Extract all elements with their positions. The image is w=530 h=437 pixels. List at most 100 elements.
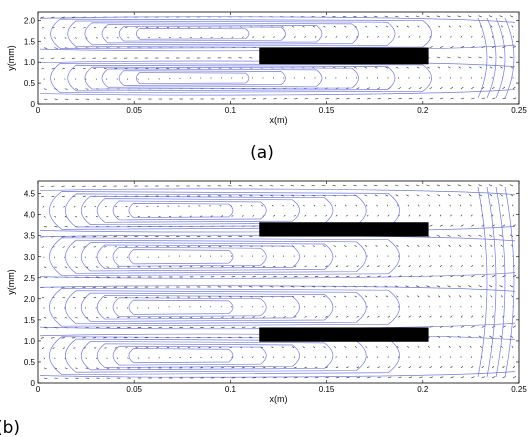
velocity-vector xyxy=(51,16,55,18)
velocity-vector xyxy=(344,346,347,348)
velocity-vector xyxy=(84,205,86,208)
velocity-vector xyxy=(335,366,339,369)
velocity-vector xyxy=(489,234,493,237)
velocity-vector xyxy=(387,265,390,268)
velocity-vector xyxy=(397,204,399,207)
velocity-vector xyxy=(51,185,55,187)
velocity-vector xyxy=(366,87,370,90)
velocity-vector xyxy=(283,316,287,318)
velocity-vector xyxy=(252,367,256,369)
streamline xyxy=(486,186,497,378)
velocity-vector xyxy=(262,276,267,278)
velocity-vector xyxy=(387,214,390,217)
streamline xyxy=(101,68,323,88)
velocity-vector xyxy=(450,35,452,38)
velocity-vector xyxy=(43,98,48,100)
velocity-vector xyxy=(345,204,347,207)
velocity-vector xyxy=(54,37,57,39)
velocity-vector xyxy=(450,224,454,227)
velocity-vector xyxy=(396,345,399,348)
velocity-vector xyxy=(333,245,336,247)
velocity-vector xyxy=(51,67,55,70)
streamline xyxy=(84,22,359,46)
velocity-vector xyxy=(356,265,359,268)
velocity-vector xyxy=(62,246,65,248)
velocity-vector xyxy=(405,15,409,18)
streamline xyxy=(495,17,506,99)
velocity-vector xyxy=(436,234,441,237)
velocity-vector xyxy=(62,67,65,70)
velocity-vector xyxy=(491,35,494,38)
velocity-vector xyxy=(447,56,451,59)
velocity-vector xyxy=(314,275,319,278)
velocity-vector xyxy=(54,317,57,319)
velocity-vector xyxy=(106,216,109,218)
velocity-vector xyxy=(210,215,213,217)
velocity-vector xyxy=(323,25,326,28)
x-tick-label: 0.25 xyxy=(511,106,527,115)
velocity-vector xyxy=(41,296,45,299)
obstacle-block xyxy=(259,222,429,237)
flow-layer xyxy=(39,15,517,100)
velocity-vector xyxy=(499,184,503,187)
velocity-vector xyxy=(375,346,378,348)
velocity-vector xyxy=(116,357,119,359)
velocity-vector xyxy=(396,295,399,298)
velocity-vector xyxy=(429,265,432,268)
y-tick-label: 0 xyxy=(31,379,36,388)
velocity-vector xyxy=(71,337,76,339)
velocity-vector xyxy=(439,35,442,38)
velocity-vector xyxy=(346,376,350,379)
velocity-vector xyxy=(447,194,451,197)
y-tick-label: 0.5 xyxy=(24,358,36,367)
velocity-vector xyxy=(471,315,474,318)
velocity-vector xyxy=(408,35,411,38)
velocity-vector xyxy=(509,56,514,59)
velocity-vector xyxy=(395,15,399,18)
velocity-vector xyxy=(342,15,347,18)
velocity-vector xyxy=(489,285,493,288)
velocity-vector xyxy=(283,366,287,369)
y-tick-label: 1.5 xyxy=(24,316,36,325)
velocity-vector xyxy=(481,275,485,278)
velocity-vector xyxy=(346,214,348,217)
velocity-vector xyxy=(377,376,381,379)
velocity-vector xyxy=(438,345,441,348)
velocity-vector xyxy=(460,275,465,278)
streamline xyxy=(112,345,267,366)
velocity-vector xyxy=(314,366,318,369)
velocity-vector xyxy=(283,356,285,358)
velocity-vector xyxy=(374,15,378,18)
velocity-vector xyxy=(273,276,277,278)
velocity-vector xyxy=(64,317,68,319)
velocity-vector xyxy=(419,265,422,268)
velocity-vector xyxy=(240,205,243,207)
velocity-vector xyxy=(387,315,391,318)
velocity-vector xyxy=(416,66,420,69)
velocity-vector xyxy=(490,25,493,28)
velocity-vector xyxy=(499,234,503,237)
velocity-vector xyxy=(377,98,381,100)
velocity-vector xyxy=(468,234,472,237)
velocity-vector xyxy=(502,264,505,268)
velocity-vector xyxy=(273,215,276,217)
y-tick-label: 0 xyxy=(31,100,36,109)
velocity-vector xyxy=(367,98,371,100)
velocity-vector xyxy=(210,77,212,79)
velocity-vector xyxy=(419,315,422,318)
velocity-vector xyxy=(127,37,130,39)
velocity-vector xyxy=(366,214,369,217)
streamline xyxy=(118,26,286,42)
y-tick-label: 4.5 xyxy=(24,190,36,199)
velocity-vector xyxy=(219,205,222,207)
velocity-vector xyxy=(106,37,109,39)
velocity-vector xyxy=(335,36,338,38)
velocity-vector xyxy=(137,78,139,80)
velocity-vector xyxy=(415,184,420,187)
y-tick-label: 4.0 xyxy=(24,211,36,220)
velocity-vector xyxy=(491,315,495,318)
velocity-vector xyxy=(365,204,368,207)
velocity-vector xyxy=(314,356,316,358)
velocity-vector xyxy=(502,224,506,227)
velocity-vector xyxy=(73,26,76,29)
